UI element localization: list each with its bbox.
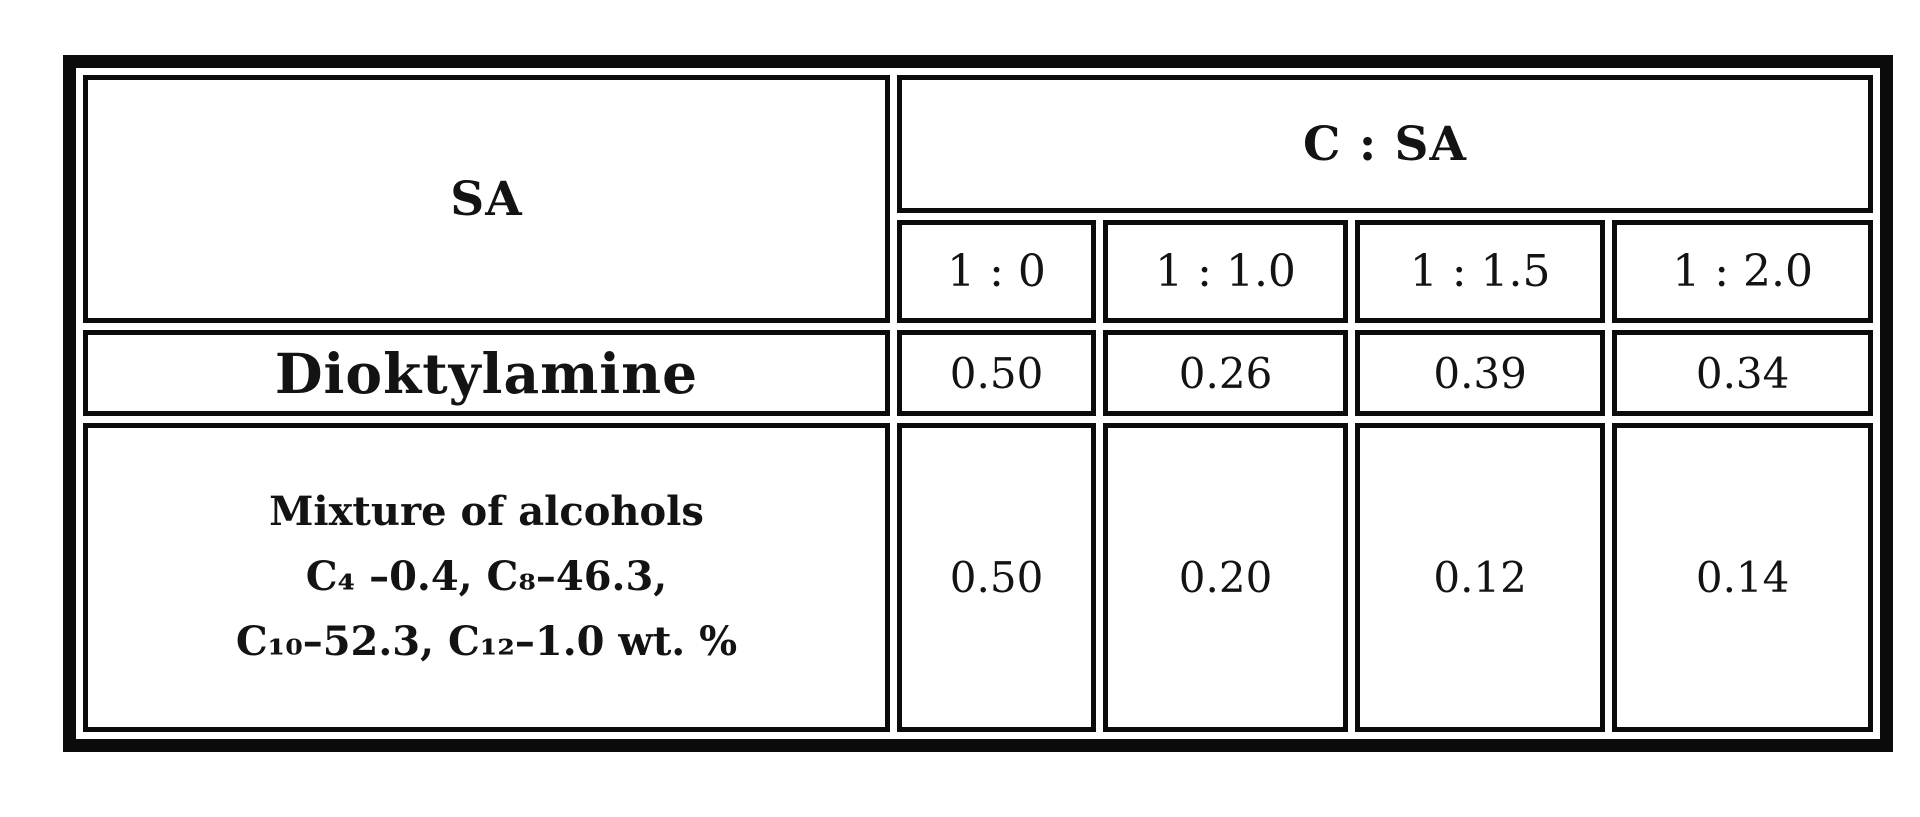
- value-cell: 0.34: [1612, 330, 1873, 416]
- value-cell: 0.20: [1103, 423, 1348, 732]
- header-row-group: SA C : SA: [83, 75, 1873, 323]
- mixture-label-line-1: Mixture of alcohols: [269, 488, 704, 536]
- value-cell: 0.50: [897, 423, 1097, 732]
- mixture-label-line-2: C₄ –0.4, C₈–46.3,: [305, 553, 668, 601]
- row-label-dioktylamine: Dioktylamine: [83, 330, 890, 416]
- value-cell: 0.12: [1355, 423, 1606, 732]
- value-cell: 0.50: [897, 330, 1097, 416]
- ratio-header-1-1-0: 1 : 1.0: [1103, 220, 1348, 323]
- header-row-ratios: 1 : 0 1 : 1.0 1 : 1.5 1 : 2.0: [83, 220, 1873, 323]
- value-cell: 0.39: [1355, 330, 1606, 416]
- ratio-header-1-0: 1 : 0: [897, 220, 1097, 323]
- group-header-c-sa: C : SA: [897, 75, 1873, 213]
- ratio-header-1-1-5: 1 : 1.5: [1355, 220, 1606, 323]
- corner-header-sa: SA: [83, 75, 890, 323]
- data-table-frame: SA C : SA 1 : 0 1 : 1.0 1 : 1.5 1 : 2.0 …: [63, 55, 1893, 752]
- row-label-alcohol-mixture: Mixture of alcohols C₄ –0.4, C₈–46.3, C₁…: [83, 423, 890, 732]
- sa-ratio-table: SA C : SA 1 : 0 1 : 1.0 1 : 1.5 1 : 2.0 …: [76, 68, 1880, 739]
- mixture-label-line-3: C₁₀–52.3, C₁₂–1.0 wt. %: [235, 617, 738, 665]
- ratio-header-1-2-0: 1 : 2.0: [1612, 220, 1873, 323]
- table-row-dioktylamine: Dioktylamine 0.50 0.26 0.39 0.34: [83, 330, 1873, 416]
- value-cell: 0.14: [1612, 423, 1873, 732]
- value-cell: 0.26: [1103, 330, 1348, 416]
- table-row-alcohol-mixture: Mixture of alcohols C₄ –0.4, C₈–46.3, C₁…: [83, 423, 1873, 732]
